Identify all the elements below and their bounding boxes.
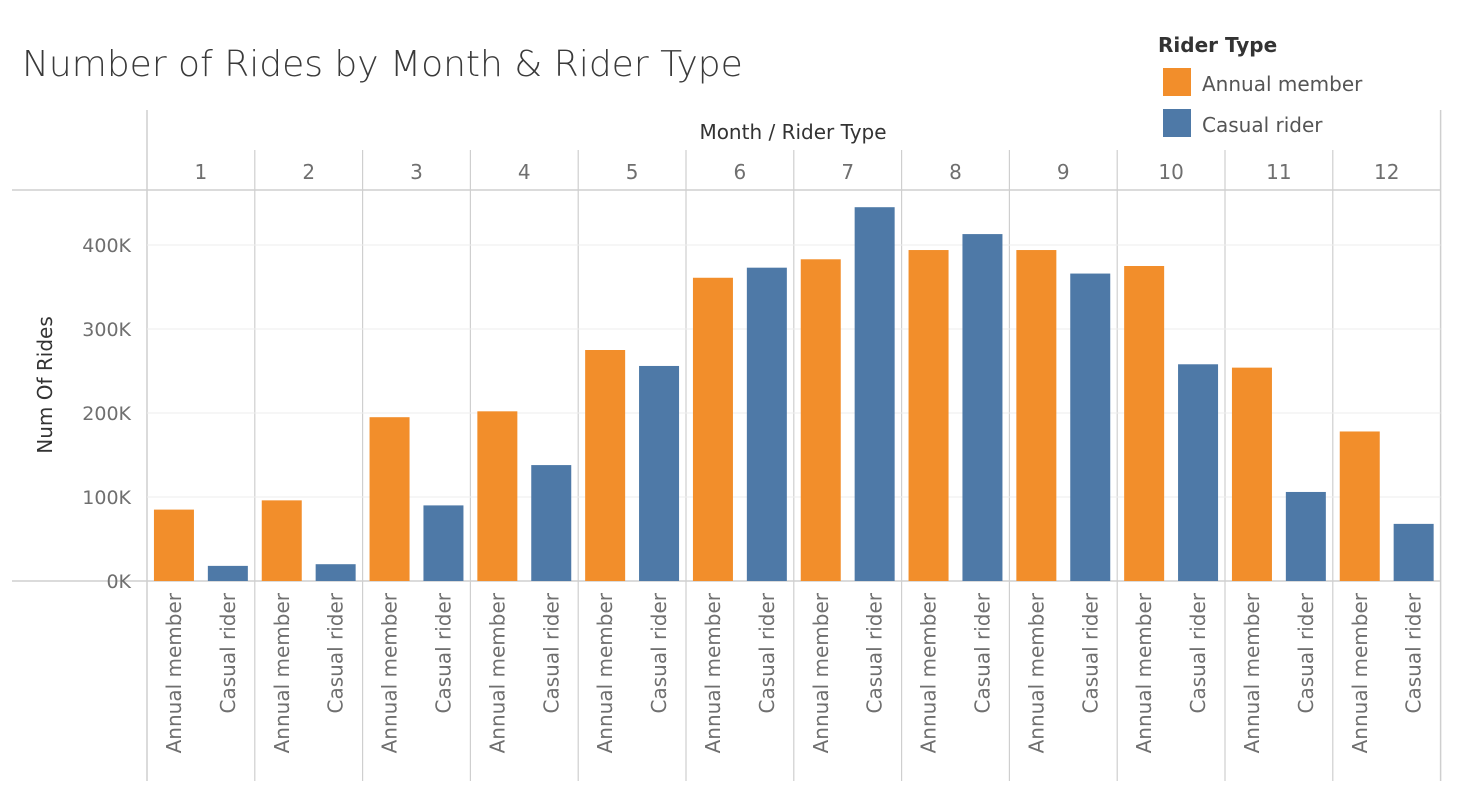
- x-category-label: Casual rider: [431, 592, 455, 713]
- month-headers: 1 2 3 4 5 6 7 8 9 10 11 12: [195, 160, 1400, 184]
- month-label: 5: [626, 160, 639, 184]
- x-category-label: Annual member: [1348, 592, 1372, 753]
- month-label: 3: [410, 160, 423, 184]
- column-header-label: Month / Rider Type: [699, 120, 886, 144]
- month-label: 2: [302, 160, 315, 184]
- bar-casual-rider-month-11: [1285, 491, 1326, 581]
- x-category-label: Annual member: [1240, 592, 1264, 753]
- bar-annual-member-month-5: [585, 350, 626, 581]
- x-category-label: Annual member: [270, 592, 294, 753]
- month-label: 8: [949, 160, 962, 184]
- month-label: 9: [1057, 160, 1070, 184]
- bar-casual-rider-month-5: [639, 365, 680, 581]
- x-category-label: Casual rider: [863, 592, 887, 713]
- x-category-label: Casual rider: [539, 592, 563, 713]
- legend-swatch-casual-rider: [1163, 109, 1191, 137]
- bar-casual-rider-month-3: [423, 505, 464, 581]
- y-axis-label: Num Of Rides: [33, 316, 57, 454]
- x-category-label: Casual rider: [1186, 592, 1210, 713]
- x-category-label: Casual rider: [324, 592, 348, 713]
- bar-annual-member-month-4: [477, 411, 518, 581]
- bar-annual-member-month-1: [153, 509, 194, 581]
- chart-title: Number of Rides by Month & Rider Type: [22, 44, 743, 85]
- bar-annual-member-month-9: [1016, 250, 1057, 582]
- y-tick-label: 400K: [82, 235, 131, 257]
- x-category-label: Casual rider: [1402, 592, 1426, 713]
- x-category-label: Casual rider: [647, 592, 671, 713]
- month-label: 1: [195, 160, 208, 184]
- gridlines: [147, 244, 1441, 498]
- month-label: 6: [734, 160, 747, 184]
- y-axis-ticks: 0K 100K 200K 300K 400K: [82, 235, 131, 593]
- bar-annual-member-month-6: [692, 277, 733, 581]
- bar-casual-rider-month-2: [315, 564, 356, 581]
- y-tick-label: 100K: [82, 487, 131, 509]
- bar-annual-member-month-11: [1231, 367, 1272, 581]
- y-tick-label: 300K: [82, 319, 131, 341]
- bar-annual-member-month-7: [800, 259, 841, 581]
- x-category-label: Annual member: [1132, 592, 1156, 753]
- bar-casual-rider-month-12: [1393, 523, 1434, 581]
- chart-frame: [12, 110, 1442, 781]
- legend-label-casual-rider: Casual rider: [1202, 113, 1323, 137]
- x-category-label: Annual member: [593, 592, 617, 753]
- month-label: 4: [518, 160, 531, 184]
- bar-casual-rider-month-4: [531, 465, 572, 581]
- bar-annual-member-month-10: [1124, 266, 1165, 581]
- bar-annual-member-month-8: [908, 250, 949, 582]
- bars: [153, 207, 1434, 582]
- x-category-label: Casual rider: [1294, 592, 1318, 713]
- y-tick-label: 200K: [82, 403, 131, 425]
- legend-title: Rider Type: [1158, 33, 1277, 57]
- bar-casual-rider-month-1: [207, 565, 248, 581]
- x-category-label: Casual rider: [970, 592, 994, 713]
- x-category-label: Annual member: [378, 592, 402, 753]
- month-label: 7: [841, 160, 854, 184]
- bar-casual-rider-month-9: [1070, 273, 1111, 581]
- y-tick-label: 0K: [106, 571, 131, 593]
- month-label: 11: [1266, 160, 1291, 184]
- bar-casual-rider-month-6: [746, 267, 787, 581]
- bar-casual-rider-month-10: [1178, 364, 1219, 581]
- x-category-label: Annual member: [701, 592, 725, 753]
- legend-label-annual-member: Annual member: [1202, 72, 1363, 96]
- x-category-label: Annual member: [917, 592, 941, 753]
- x-category-label: Casual rider: [216, 592, 240, 713]
- x-axis-category-labels: Annual member Casual rider Annual member Ca…: [162, 592, 1426, 753]
- month-label: 10: [1158, 160, 1183, 184]
- legend: Rider Type Annual member Casual rider: [1158, 33, 1363, 137]
- legend-swatch-annual-member: [1163, 68, 1191, 96]
- x-category-label: Annual member: [1024, 592, 1048, 753]
- x-category-label: Annual member: [162, 592, 186, 753]
- bar-annual-member-month-12: [1339, 431, 1380, 581]
- x-category-label: Casual rider: [755, 592, 779, 713]
- bar-casual-rider-month-7: [854, 207, 895, 581]
- bar-casual-rider-month-8: [962, 234, 1003, 581]
- bar-annual-member-month-2: [261, 500, 302, 581]
- x-category-label: Annual member: [809, 592, 833, 753]
- bar-annual-member-month-3: [369, 417, 410, 581]
- x-category-label: Casual rider: [1078, 592, 1102, 713]
- x-category-label: Annual member: [485, 592, 509, 753]
- month-label: 12: [1374, 160, 1399, 184]
